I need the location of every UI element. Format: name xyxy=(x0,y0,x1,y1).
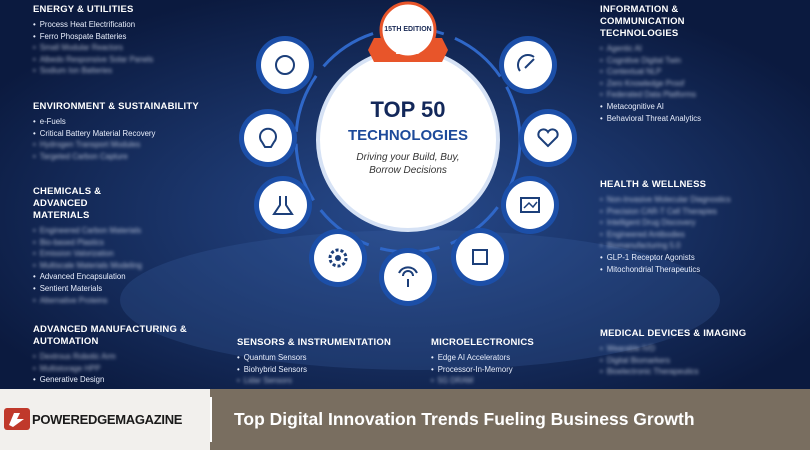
section-item: Metacognitive AI xyxy=(600,101,785,113)
section-item: Process Heat Electrification xyxy=(33,19,218,31)
section-item: Quantum Sensors xyxy=(237,352,422,364)
section-item: Sodium Ion Batteries xyxy=(33,65,218,77)
badge-edition: 15TH EDITION xyxy=(384,26,431,33)
section-item: Multistorage HPP xyxy=(33,363,218,375)
section-item: Cognitive Digital Twin xyxy=(600,55,785,67)
section-item: Digital Biomarkers xyxy=(600,355,785,367)
section-item: Biohybrid Sensors xyxy=(237,364,422,376)
section-item: Generative Design xyxy=(33,374,218,386)
section-item: Emission Valorization xyxy=(33,248,218,260)
section-item: Dextrous Robotic Arm xyxy=(33,351,218,363)
section-title: ENVIRONMENT & SUSTAINABILITY xyxy=(33,101,199,112)
section-title: INFORMATION & COMMUNICATION TECHNOLOGIES xyxy=(600,4,685,39)
section-item: Engineered Antibodies xyxy=(600,229,785,241)
section-item: Processor-In-Memory xyxy=(431,364,616,376)
section: HEALTH & WELLNESS Non-Invasive Molecular … xyxy=(600,179,785,275)
section: MICROELECTRONICS Edge AI AcceleratorsProc… xyxy=(431,337,616,387)
badge xyxy=(379,1,437,59)
section-item: Behavioral Threat Analytics xyxy=(600,113,785,125)
section-item: Multiscale Materials Modeling xyxy=(33,260,218,272)
section-item: Ferro Phospate Batteries xyxy=(33,31,218,43)
section: MEDICAL DEVICES & IMAGING Wearable IVDDig… xyxy=(600,328,785,378)
center-title: TOP 50 xyxy=(370,97,445,122)
banner: POWEREDGEMAGAZINE Top Digital Innovation… xyxy=(0,389,810,450)
section-item: Alternative Proteins xyxy=(33,295,218,307)
section: CHEMICALS & ADVANCED MATERIALS Engineered… xyxy=(33,186,218,306)
section-item: Non-Invasive Molecular Diagnostics xyxy=(600,194,785,206)
section-item: Engineered Carbon Materials xyxy=(33,225,218,237)
section-item: Wearable IVD xyxy=(600,343,785,355)
section-title: SENSORS & INSTRUMENTATION xyxy=(237,337,392,348)
section-item: Mitochondrial Therapeutics xyxy=(600,264,785,276)
section-item: 5G DRAM xyxy=(431,375,616,387)
section-item: Precision CAR-T Cell Therapies xyxy=(600,206,785,218)
section: ADVANCED MANUFACTURING & AUTOMATION Dextr… xyxy=(33,324,218,386)
section-item: Small Modular Reactors xyxy=(33,42,218,54)
logo-box: POWEREDGEMAGAZINE xyxy=(0,389,210,450)
section-item: Advanced Encapsulation xyxy=(33,271,218,283)
logo: POWEREDGEMAGAZINE xyxy=(32,412,183,427)
section-item: Edge AI Accelerators xyxy=(431,352,616,364)
section-item: Intelligent Drug Discovery xyxy=(600,217,785,229)
center-subtitle: Borrow Decisions xyxy=(369,165,447,176)
section-item: e-Fuels xyxy=(33,116,218,128)
section-item: Albedo Responsive Solar Panels xyxy=(33,54,218,66)
section-item: Zero Knowledge Proof xyxy=(600,78,785,90)
section-item: Critical Battery Material Recovery xyxy=(33,128,218,140)
section-title: MEDICAL DEVICES & IMAGING xyxy=(600,328,747,339)
section-item: GLP-1 Receptor Agonists xyxy=(600,252,785,264)
section-title: HEALTH & WELLNESS xyxy=(600,179,707,190)
section-title: ADVANCED MANUFACTURING & AUTOMATION xyxy=(33,324,187,347)
section-item: Bio-based Plastics xyxy=(33,237,218,249)
section-item: Hydrogen Transport Modules xyxy=(33,139,218,151)
icons xyxy=(239,36,577,306)
caption: Top Digital Innovation Trends Fueling Bu… xyxy=(234,409,695,429)
section-item: Bioelectronic Therapeutics xyxy=(600,366,785,378)
section: SENSORS & INSTRUMENTATION Quantum Sensors… xyxy=(237,337,422,387)
divider xyxy=(210,397,212,442)
section-item: Biomanufacturing 5.0 xyxy=(600,240,785,252)
section: ENERGY & UTILITIES Process Heat Electrifi… xyxy=(33,4,218,77)
logo-icon xyxy=(4,408,30,430)
section: ENVIRONMENT & SUSTAINABILITY e-FuelsCriti… xyxy=(33,101,218,162)
section-title: CHEMICALS & ADVANCED MATERIALS xyxy=(33,186,102,221)
section-title: ENERGY & UTILITIES xyxy=(33,4,134,15)
center-title: TECHNOLOGIES xyxy=(348,127,468,144)
section-item: Federated Data Platforms xyxy=(600,89,785,101)
section: INFORMATION & COMMUNICATION TECHNOLOGIES… xyxy=(600,4,785,124)
badge-year: 2025 xyxy=(396,45,420,57)
section-item: Lidar Sensors xyxy=(237,375,422,387)
section-item: Contextual NLP xyxy=(600,66,785,78)
section-item: Targeted Carbon Capture xyxy=(33,151,218,163)
center-subtitle: Driving your Build, Buy, xyxy=(356,152,459,163)
section-title: MICROELECTRONICS xyxy=(431,337,534,348)
section-item: Agentic AI xyxy=(600,43,785,55)
section-item: Sentient Materials xyxy=(33,283,218,295)
